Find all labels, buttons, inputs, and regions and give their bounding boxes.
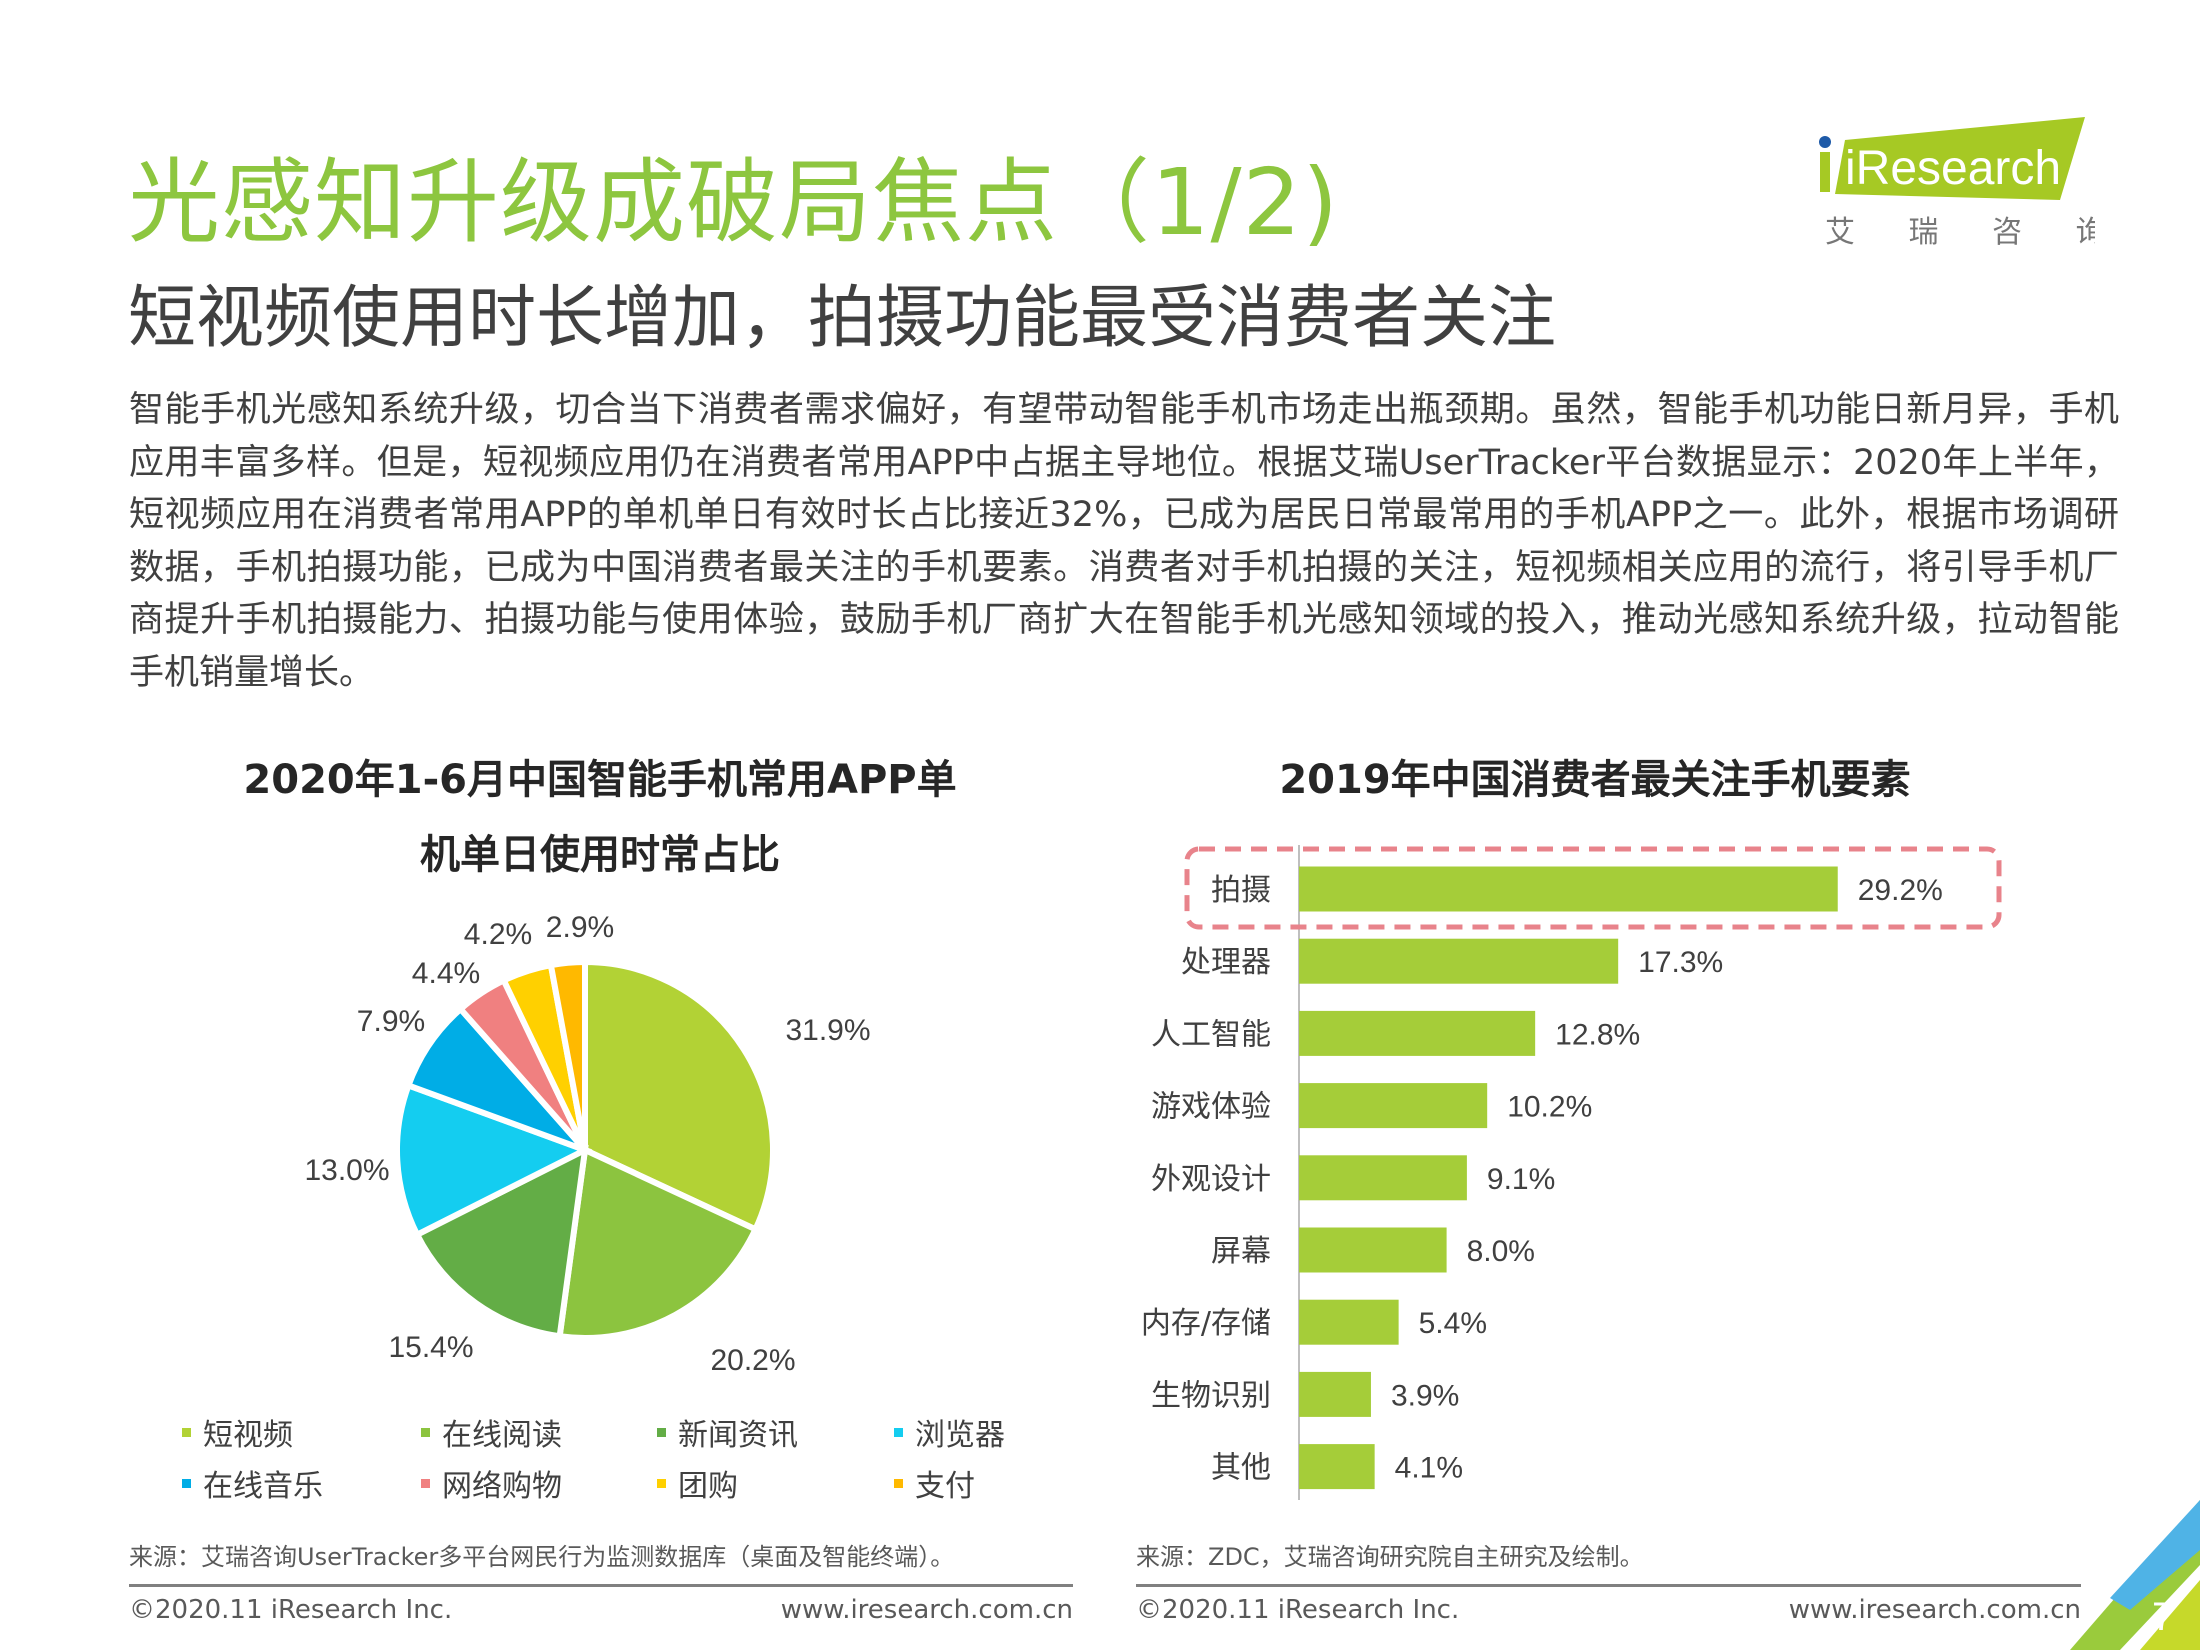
bar-category-label: 屏幕 (1211, 1234, 1271, 1269)
legend-item: 支付 (894, 1461, 975, 1505)
pie-legend: 短视频 在线阅读 新闻资讯 浏览器在线音乐 网络购物 团购 支付 (182, 1410, 1082, 1520)
bar-8 (1299, 1444, 1375, 1490)
legend-swatch (182, 1478, 191, 1488)
footer-copyright-left: ©2020.11 iResearch Inc. (129, 1595, 453, 1625)
legend-item: 在线阅读 (421, 1410, 562, 1454)
bar-5 (1299, 1227, 1447, 1273)
bar-value-label: 12.8% (1555, 1018, 1640, 1051)
bar-category-label: 外观设计 (1151, 1162, 1271, 1197)
bar-chart-title: 2019年中国消费者最关注手机要素 (1279, 757, 1911, 803)
pie-data-label: 15.4% (388, 1331, 473, 1364)
bar-2 (1299, 1010, 1536, 1056)
bar-category-label: 其他 (1211, 1451, 1271, 1486)
pie-data-label: 20.2% (710, 1344, 795, 1377)
legend-item: 团购 (657, 1461, 738, 1505)
legend-item: 短视频 (182, 1410, 293, 1454)
bar-value-label: 9.1% (1487, 1163, 1555, 1196)
legend-item: 浏览器 (894, 1410, 1005, 1454)
legend-swatch (182, 1427, 191, 1437)
footer-divider-left (129, 1584, 1073, 1587)
bar-value-label: 8.0% (1467, 1235, 1535, 1268)
legend-label: 团购 (678, 1469, 738, 1504)
pie-data-label: 7.9% (357, 1005, 425, 1038)
pie-title-line-1: 2020年1-6月中国智能手机常用APP单 (243, 757, 957, 803)
pie-slice-7 (547, 958, 588, 1151)
footer-url-left[interactable]: www.iresearch.com.cn (780, 1595, 1073, 1625)
pie-chart-title: 2020年1-6月中国智能手机常用APP单 机单日使用时常占比 (200, 743, 1000, 893)
legend-label: 网络购物 (442, 1469, 562, 1504)
bar-0 (1299, 866, 1838, 912)
pie-data-label: 4.4% (412, 957, 480, 990)
legend-item: 新闻资讯 (657, 1410, 798, 1454)
legend-label: 在线音乐 (203, 1469, 323, 1504)
legend-swatch (894, 1427, 903, 1437)
legend-swatch (894, 1478, 903, 1488)
pie-data-label: 2.9% (546, 911, 614, 944)
pie-slice-3 (394, 1081, 593, 1239)
bar-value-label: 3.9% (1391, 1379, 1459, 1412)
corner-decoration: 7 (2070, 1500, 2200, 1650)
bar-7 (1299, 1371, 1371, 1417)
legend-swatch (657, 1427, 666, 1437)
bar-category-label: 游戏体验 (1151, 1090, 1271, 1125)
logo-cn: 艾 瑞 咨 询 (1825, 215, 2095, 250)
bar-value-label: 29.2% (1858, 874, 1943, 907)
bar-value-label: 5.4% (1419, 1307, 1487, 1340)
footer-divider-right (1136, 1584, 2081, 1587)
legend-swatch (657, 1478, 666, 1488)
bar-3 (1299, 1083, 1488, 1129)
logo-brand: iResearch (1845, 142, 2061, 195)
legend-label: 在线阅读 (442, 1418, 562, 1453)
bar-4 (1299, 1155, 1467, 1201)
pie-slice-0 (582, 958, 776, 1234)
page-title: 光感知升级成破局焦点（1/2) (128, 149, 1339, 256)
source-right: 来源：ZDC，艾瑞咨询研究院自主研究及绘制。 (1136, 1543, 1644, 1571)
highlight-box (1184, 846, 2002, 930)
page-subtitle: 短视频使用时长增加，拍摄功能最受消费者关注 (128, 279, 1557, 358)
bar-value-label: 4.1% (1395, 1452, 1463, 1485)
page-number: 7 (2152, 1595, 2174, 1639)
footer-copyright-right: ©2020.11 iResearch Inc. (1136, 1595, 1460, 1625)
pie-slice-1 (556, 1145, 760, 1341)
legend-label: 支付 (915, 1469, 975, 1504)
pie-slice-2 (413, 1144, 589, 1340)
pie-data-label: 31.9% (785, 1014, 870, 1047)
legend-swatch (421, 1478, 430, 1488)
bar-category-label: 拍摄 (1211, 873, 1271, 908)
body-paragraph: 智能手机光感知系统升级，切合当下消费者需求偏好，有望带动智能手机市场走出瓶颈期。… (129, 390, 2119, 693)
legend-item: 在线音乐 (182, 1461, 323, 1505)
bar-value-label: 17.3% (1638, 946, 1723, 979)
legend-label: 浏览器 (915, 1418, 1005, 1453)
bar-chart: 拍摄 29.2% 处理器 17.3% 人工智能 12.8% 游戏体验 10.2% 外观设计 9.1… (1141, 845, 2002, 1500)
pie-title-line-2: 机单日使用时常占比 (420, 832, 780, 878)
bar-6 (1299, 1299, 1399, 1345)
bar-category-label: 处理器 (1181, 945, 1271, 980)
source-left: 来源：艾瑞咨询UserTracker多平台网民行为监测数据库（桌面及智能终端）。 (129, 1543, 955, 1571)
legend-label: 短视频 (203, 1418, 293, 1453)
legend-swatch (421, 1427, 430, 1437)
pie-data-label: 13.0% (304, 1154, 389, 1187)
bar-1 (1299, 938, 1619, 984)
legend-label: 新闻资讯 (678, 1418, 798, 1453)
pie-data-label: 4.2% (464, 918, 532, 951)
bar-category-label: 内存/存储 (1141, 1306, 1271, 1341)
pie-chart: 31.9% 20.2% 15.4% 13.0% 7.9% 4.4% 4.2% 2.9% (304, 911, 870, 1377)
bar-value-label: 10.2% (1507, 1091, 1592, 1124)
iresearch-logo: iResearch 艾 瑞 咨 询 (1815, 112, 2106, 252)
bar-category-label: 人工智能 (1151, 1017, 1271, 1052)
legend-item: 网络购物 (421, 1461, 562, 1505)
footer-url-right[interactable]: www.iresearch.com.cn (1788, 1595, 2081, 1625)
bar-category-label: 生物识别 (1151, 1378, 1271, 1413)
